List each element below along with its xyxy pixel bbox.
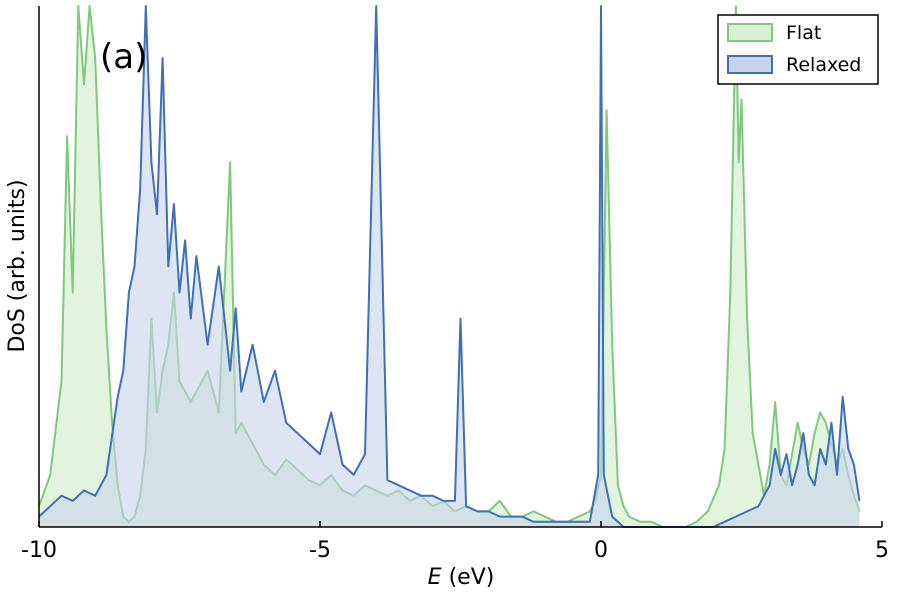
- y-axis-label: DoS (arb. units): [5, 179, 30, 352]
- x-axis-label: E (eV): [428, 565, 495, 590]
- legend-label-relaxed: Relaxed: [786, 54, 861, 76]
- legend-label-flat: Flat: [786, 22, 821, 44]
- legend: Flat Relaxed: [717, 14, 879, 85]
- x-ticks: -10 -5 0 5: [21, 521, 889, 563]
- series-line-relaxed: [38, 5, 861, 528]
- x-axis-label-var: E: [428, 565, 442, 590]
- legend-swatch-relaxed: [727, 55, 773, 74]
- x-tick-label: 0: [594, 538, 608, 563]
- x-tick-label: -10: [21, 538, 57, 563]
- series-layer: [38, 5, 861, 528]
- x-tick-label: 5: [875, 538, 889, 563]
- panel-label: (a): [100, 37, 147, 77]
- x-tick-label: -5: [309, 538, 331, 563]
- x-axis-label-unit: (eV): [442, 565, 495, 590]
- series-area-relaxed: [39, 6, 860, 527]
- legend-swatch-flat: [727, 23, 773, 42]
